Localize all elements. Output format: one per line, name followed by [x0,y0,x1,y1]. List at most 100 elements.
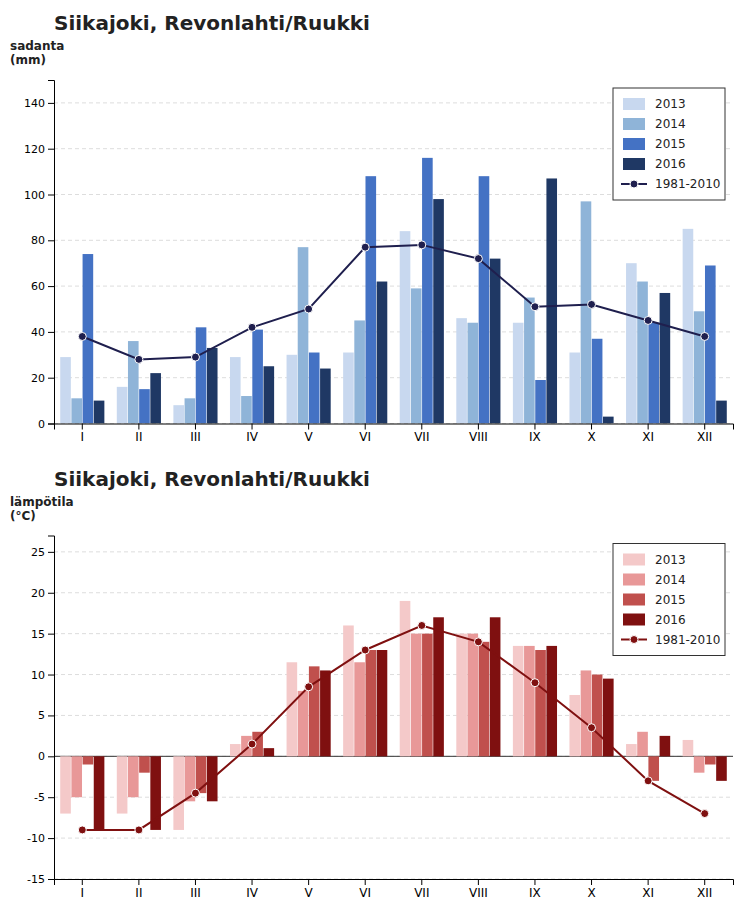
x-tick-label: V [305,430,314,444]
y-tick-label: 40 [31,326,45,339]
grid-line [54,838,733,839]
y-tick-mark [48,756,54,757]
x-tick-label: XII [697,430,712,444]
y-tick: -5 [34,791,54,804]
line-point [588,300,596,308]
x-tick-mark [591,879,592,885]
y-tick: 0 [38,418,54,431]
bar [660,736,671,756]
y-tick-mark [48,424,54,425]
x-tick: I [81,424,85,445]
bar [626,744,637,756]
bar [252,330,263,424]
bar [648,323,659,424]
x-tick-label: III [190,886,201,900]
y-axis-line [48,81,55,425]
grid-line [54,715,733,716]
bar [694,756,705,772]
bar [411,634,422,757]
line-point [78,826,86,834]
x-tick: III [190,879,201,900]
x-tick-label: VII [414,430,429,444]
line-point [305,305,313,313]
bar-series [83,634,716,793]
x-tick-mark [195,879,196,885]
x-tick: I [81,879,85,900]
y-tick: 0 [38,750,54,763]
y-tick-label: 15 [31,628,45,641]
y-tick: 120 [24,143,54,156]
x-tick-label: VI [359,430,371,444]
legend-swatch [623,554,645,566]
x-tick: VII [414,424,429,445]
line-point [191,353,199,361]
bar [411,288,422,423]
line-point [248,323,256,331]
x-axis-line [55,880,734,886]
x-tick-label: IX [529,430,541,444]
bar [626,263,637,423]
y-tick: -10 [27,832,54,845]
bar [569,353,580,424]
y-tick: 20 [31,587,54,600]
y-tick: 60 [31,280,54,293]
x-tick-mark [82,424,83,430]
bar [263,366,274,423]
bar [173,405,184,423]
bar [196,327,207,423]
x-tick-label: I [81,430,85,444]
x-tick-label: III [190,430,201,444]
legend-label: 2013 [655,553,686,567]
y-tick: 5 [38,709,54,722]
bar [298,247,309,423]
x-tick-mark [534,879,535,885]
y-tick: -15 [27,873,54,886]
y-axis: 020406080100120140 [24,81,55,431]
line-point [644,316,652,324]
line-point [701,332,709,340]
bar [422,634,433,757]
x-tick-mark [648,424,649,430]
legend: 20132014201520161981-2010 [613,544,725,656]
x-tick: XII [697,879,712,900]
bar [581,201,592,423]
x-tick-mark [365,424,366,430]
bar [365,650,376,756]
legend-swatch [623,574,645,586]
x-tick: III [190,424,201,445]
y-axis-label: lämpötila(°C) [10,495,74,523]
line-point [701,810,709,818]
bar [94,756,105,830]
line-point [191,789,199,797]
y-axis-label-line: (mm) [10,53,46,67]
y-tick-mark [48,149,54,150]
bar [287,355,298,424]
x-tick: II [135,424,142,445]
x-tick: VIII [469,424,488,445]
line-point [248,740,256,748]
y-tick-mark [48,286,54,287]
y-tick-mark [48,593,54,594]
bar [546,646,557,756]
bar [60,357,71,423]
x-tick-label: VI [359,886,371,900]
bar [230,357,241,423]
legend-swatch [623,118,645,130]
y-tick-label: 0 [38,418,45,431]
y-tick-label: 60 [31,280,45,293]
x-tick-label: IV [246,430,259,444]
y-axis-label-line: (°C) [10,509,36,523]
bar [241,396,252,423]
x-tick: X [587,879,595,900]
line-point [418,241,426,249]
bar [150,373,161,423]
y-tick-mark [48,240,54,241]
legend-label: 2016 [655,157,686,171]
bar [320,369,331,424]
y-tick-mark [48,879,54,880]
bar [716,756,727,781]
chart-panel: Siikajoki, Revonlahti/Ruukkisadanta(mm)I… [10,11,734,444]
bar [60,756,71,813]
bar [173,756,184,830]
bar [207,348,218,424]
